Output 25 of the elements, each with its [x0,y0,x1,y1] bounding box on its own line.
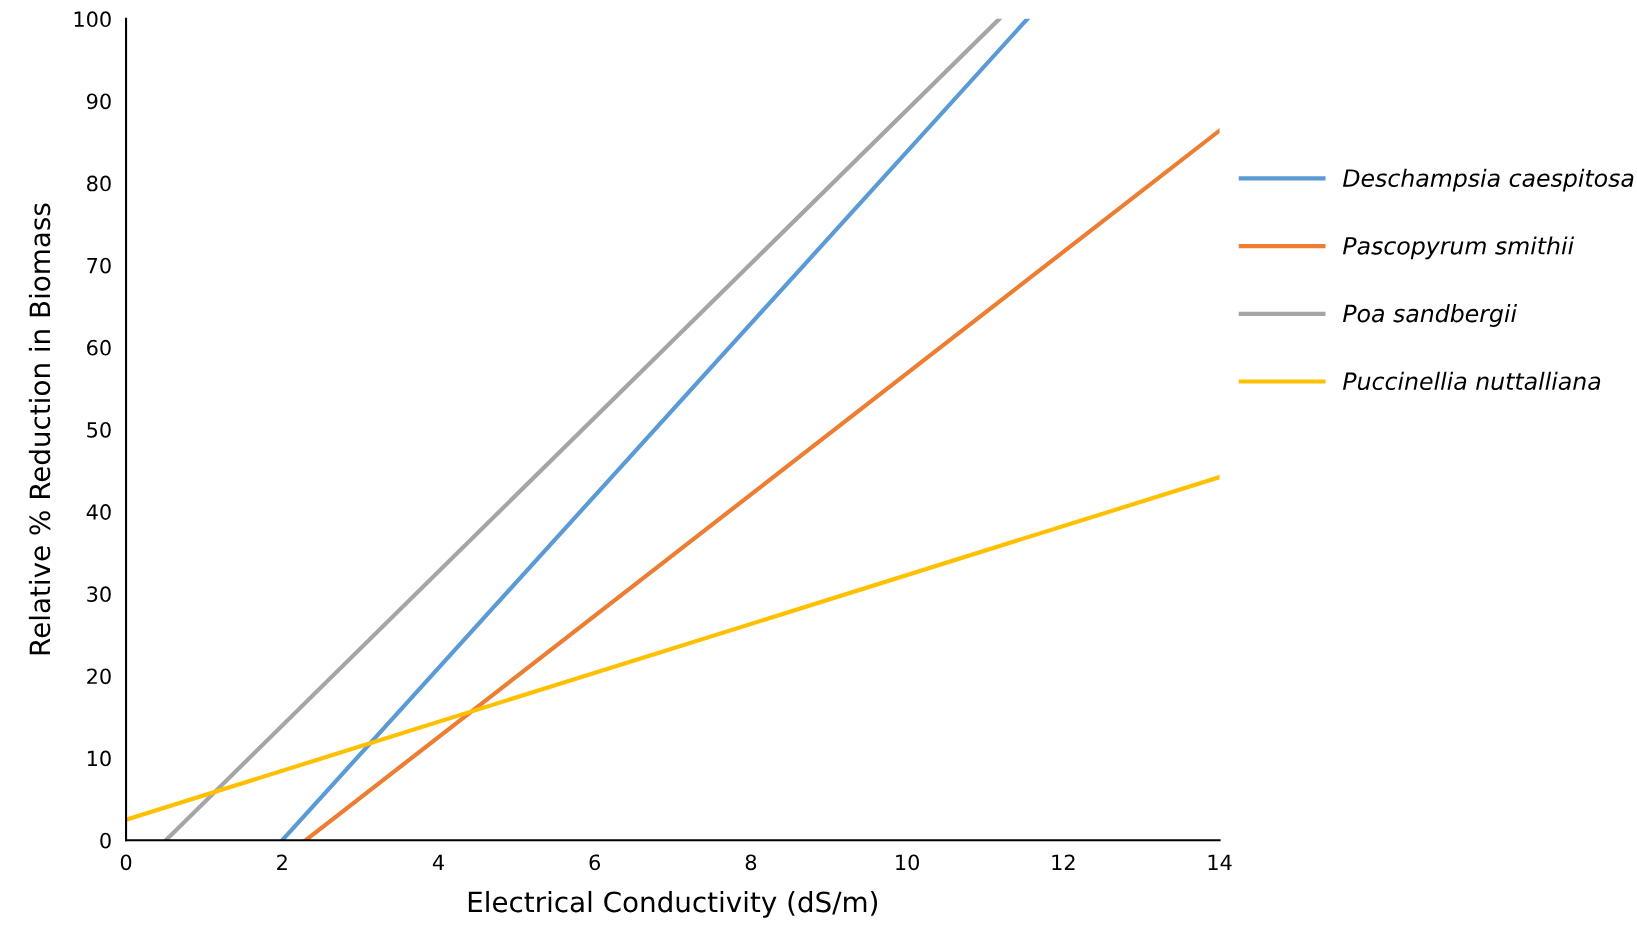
y-tick-label: 0 [100,832,111,849]
y-tick-label: 80 [87,175,111,192]
y-tick-label: 100 [74,11,111,28]
y-tick-label: 70 [87,257,111,274]
x-tick-label: 12 [1052,854,1075,870]
y-tick-label: 50 [87,421,111,438]
y-tick-label: 10 [87,750,111,767]
x-tick-label: 2 [277,854,287,870]
x-tick-label: 8 [745,854,757,871]
y-tick-label: 40 [86,504,111,520]
legend-label: Deschampsia caespitosa [1342,168,1634,192]
legend-label: Puccinellia nuttalliana [1342,371,1601,391]
y-tick-label: 20 [87,668,111,685]
x-tick-label: 14 [1208,854,1232,870]
x-tick-label: 6 [589,854,601,871]
y-tick-label: 30 [87,586,111,603]
x-tick-label: 4 [432,854,444,870]
y-tick-label: 90 [86,93,111,110]
x-axis-title: Electrical Conductivity (dS/m) [468,890,878,918]
legend-label: Pascopyrum smithii [1342,236,1574,260]
y-tick-label: 60 [87,339,111,356]
x-tick-label: 10 [896,854,919,871]
legend-label: Poa sandbergii [1342,304,1517,327]
y-axis-title: Relative % Reduction in Biomass [28,203,51,655]
x-tick-label: 0 [120,854,132,871]
